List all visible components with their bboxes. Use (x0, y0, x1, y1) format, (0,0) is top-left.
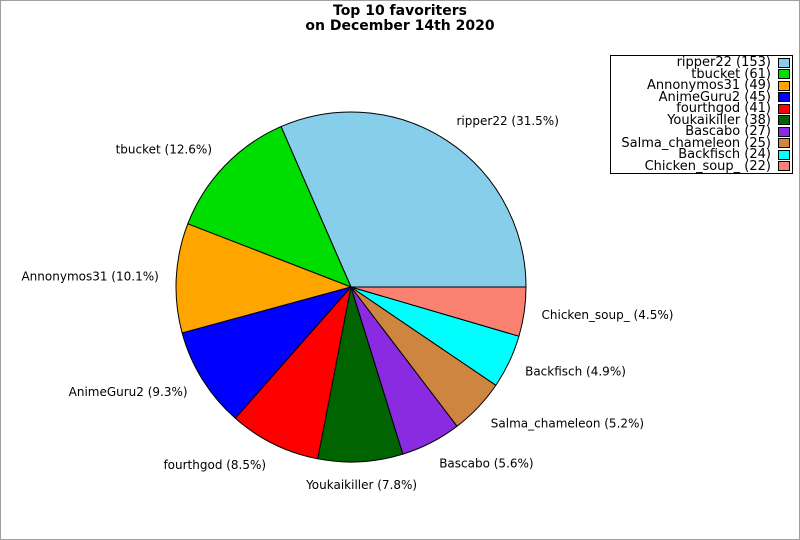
legend-row-Bascabo: Bascabo (27) (613, 124, 790, 139)
legend: ripper22 (153) tbucket (61) Annonymos31 (4… (610, 55, 793, 174)
pie-slice-AnimeGuru2 (181, 286, 352, 419)
pie-slice-Chicken_soup_ (350, 286, 527, 337)
legend-row-Salma_chameleon: Salma_chameleon (25) (613, 135, 790, 151)
pie-label-Salma_chameleon: Salma_chameleon (5.2%) (491, 416, 644, 430)
legend-label-fourthgod: fourthgod (41) (676, 101, 771, 116)
legend-label-Bascabo: Bascabo (27) (685, 124, 771, 139)
chart-title-line1: Top 10 favoriters (333, 3, 467, 19)
legend-row-tbucket: tbucket (61) (613, 66, 790, 82)
legend-swatch-ripper22 (778, 57, 790, 68)
legend-row-AnimeGuru2: AnimeGuru2 (45) (613, 89, 790, 105)
legend-swatch-Bascabo (778, 126, 790, 137)
pie-label-tbucket: tbucket (12.6%) (116, 143, 212, 157)
legend-label-AnimeGuru2: AnimeGuru2 (45) (658, 89, 771, 105)
legend-label-Annonymos31: Annonymos31 (49) (646, 78, 771, 93)
legend-row-fourthgod: fourthgod (41) (613, 101, 790, 116)
legend-row-Youkaikiller: Youkaikiller (38) (613, 112, 790, 128)
pie-label-Youkaikiller: Youkaikiller (7.8%) (305, 478, 417, 492)
legend-swatch-Chicken_soup_ (778, 161, 790, 172)
chart-title-line2: on December 14th 2020 (305, 17, 495, 34)
legend-label-tbucket: tbucket (61) (691, 66, 771, 82)
legend-swatch-AnimeGuru2 (778, 92, 790, 103)
legend-row-Backfisch: Backfisch (24) (613, 147, 790, 162)
legend-row-ripper22: ripper22 (153) (613, 55, 790, 70)
pie-slice-fourthgod (234, 286, 352, 460)
legend-row-Annonymos31: Annonymos31 (49) (613, 78, 790, 93)
pie-label-Chicken_soup_: Chicken_soup_ (4.5%) (542, 308, 674, 322)
legend-label-Youkaikiller: Youkaikiller (38) (667, 112, 771, 128)
pie-label-AnimeGuru2: AnimeGuru2 (9.3%) (69, 385, 188, 399)
pie-label-fourthgod: fourthgod (8.5%) (163, 458, 266, 472)
legend-label-Backfisch: Backfisch (24) (678, 147, 771, 162)
legend-label-Chicken_soup_: Chicken_soup_ (22) (644, 158, 771, 174)
pie-label-Bascabo: Bascabo (5.6%) (439, 456, 533, 470)
legend-swatch-Annonymos31 (778, 80, 790, 91)
pie-label-Backfisch: Backfisch (4.9%) (525, 365, 626, 379)
pie-slice-ripper22 (280, 111, 527, 288)
chart-title: Top 10 favoriters on December 14th 2020 (1, 4, 799, 33)
legend-label-ripper22: ripper22 (153) (676, 55, 771, 70)
legend-swatch-Backfisch (778, 149, 790, 160)
legend-swatch-fourthgod (778, 103, 790, 114)
legend-swatch-Youkaikiller (778, 115, 790, 126)
legend-row-Chicken_soup_: Chicken_soup_ (22) (613, 158, 790, 174)
pie-slice-Annonymos31 (175, 223, 352, 334)
legend-label-Salma_chameleon: Salma_chameleon (25) (621, 135, 771, 151)
legend-swatch-tbucket (778, 69, 790, 80)
legend-swatch-Salma_chameleon (778, 138, 790, 149)
pie-label-Annonymos31: Annonymos31 (10.1%) (21, 270, 158, 284)
pie-slice-tbucket (187, 126, 352, 288)
pie-label-ripper22: ripper22 (31.5%) (457, 114, 559, 128)
